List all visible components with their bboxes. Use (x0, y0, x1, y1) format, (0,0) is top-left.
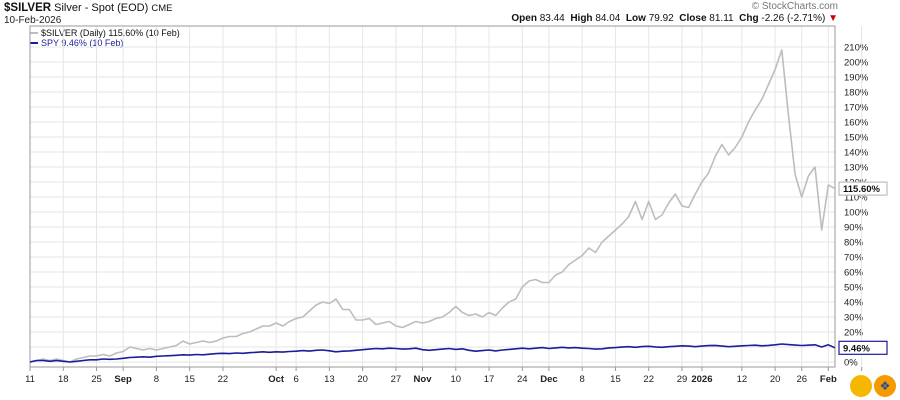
x-tick-label: 10 (450, 374, 461, 385)
brand-text: © StockCharts.com (751, 1, 838, 12)
down-arrow-icon: ▼ (828, 13, 838, 24)
y-tick-label: 50% (844, 283, 864, 294)
last-value-box (838, 181, 888, 196)
y-tick-label: 210% (844, 43, 869, 54)
x-tick-label: 25 (91, 374, 102, 385)
x-tick-label: Nov (414, 374, 433, 385)
last-value-label: 9.46% (843, 343, 870, 354)
close-label: Close (679, 13, 707, 24)
y-tick-label: 160% (844, 118, 869, 129)
x-tick-label: 15 (184, 374, 195, 385)
cart-button[interactable]: ❖ (874, 375, 896, 397)
y-tick-label: 30% (844, 313, 864, 324)
y-tick-label: 140% (844, 148, 869, 159)
high-value: 84.04 (595, 13, 621, 24)
chg-label: Chg (739, 13, 759, 24)
x-tick-label: 20 (770, 374, 781, 385)
chg-value: -2.26 (-2.71%) (761, 13, 826, 24)
x-tick-label: Sep (114, 374, 132, 385)
help-button[interactable] (850, 375, 872, 397)
legend-swatch-silver (30, 32, 38, 34)
exchange: CME (151, 3, 173, 14)
x-tick-label: 8 (154, 374, 159, 385)
x-tick-label: 20 (357, 374, 368, 385)
last-value-label: 115.60% (843, 184, 881, 195)
chart-date: 10-Feb-2026 (4, 15, 62, 26)
y-tick-label: 150% (844, 133, 869, 144)
last-value-tag-spy: 9.46% (838, 340, 888, 355)
series-line-silver (29, 49, 836, 363)
x-tick-label: 22 (643, 374, 654, 385)
legend-label-spy: SPY 9.46% (10 Feb) (41, 38, 124, 48)
y-tick-label: 170% (844, 103, 869, 114)
x-tick-label: Dec (540, 374, 557, 385)
x-tick-label: 22 (218, 374, 229, 385)
y-tick-label: 40% (844, 298, 864, 309)
y-tick-label: 110% (844, 193, 868, 204)
y-tick-label: 190% (844, 73, 869, 84)
x-tick-label: 29 (677, 374, 688, 385)
x-tick-label: 8 (580, 374, 585, 385)
low-label: Low (625, 13, 646, 24)
cart-icon: ❖ (879, 379, 891, 393)
open-value: 83.44 (539, 13, 565, 24)
y-tick-label: 130% (844, 163, 869, 174)
y-tick-label: 180% (844, 88, 869, 99)
ohlc-readout: Open 83.44 High 84.04 Low 79.92 Close 81… (511, 13, 838, 24)
y-tick-label: 200% (844, 58, 869, 69)
chart-header: $SILVER Silver - Spot (EOD) CME 10-Feb-2… (4, 2, 172, 27)
x-tick-label: 6 (293, 374, 298, 385)
x-tick-label: 26 (796, 374, 807, 385)
x-tick-label: 13 (324, 374, 335, 385)
x-tick-label: 2026 (691, 374, 712, 385)
x-tick-label: 12 (737, 374, 748, 385)
low-value: 79.92 (648, 13, 674, 24)
y-tick-label: 80% (844, 238, 864, 249)
series-line-spy (29, 343, 836, 363)
open-label: Open (511, 13, 537, 24)
x-tick-label: Oct (268, 374, 285, 385)
y-tick-label: 20% (844, 328, 864, 339)
plot-frame (29, 25, 836, 368)
brand-watermark: © StockCharts.com (752, 1, 838, 12)
y-tick-label: 90% (844, 223, 864, 234)
last-value-box (838, 340, 888, 355)
x-tick-label: 27 (391, 374, 402, 385)
x-tick-label: 18 (58, 374, 69, 385)
y-tick-label: 70% (844, 253, 864, 264)
x-tick-label: 24 (517, 374, 528, 385)
y-tick-label: 100% (844, 208, 869, 219)
symbol: $SILVER (4, 2, 52, 14)
x-tick-label: 15 (610, 374, 621, 385)
legend-item-silver: $SILVER (Daily) 115.60% (10 Feb) (30, 28, 180, 38)
legend-item-spy: SPY 9.46% (10 Feb) (30, 38, 180, 48)
x-tick-label: Feb (820, 374, 837, 385)
last-value-tag-silver: 115.60% (838, 181, 888, 196)
symbol-name: Silver - Spot (EOD) (54, 2, 149, 14)
close-value: 81.11 (709, 13, 734, 24)
legend: $SILVER (Daily) 115.60% (10 Feb) SPY 9.4… (30, 28, 180, 48)
legend-label-silver: $SILVER (Daily) 115.60% (10 Feb) (41, 28, 180, 38)
legend-swatch-spy (30, 42, 38, 44)
high-label: High (570, 13, 593, 24)
x-tick-label: 17 (484, 374, 495, 385)
x-tick-label: 11 (25, 374, 35, 385)
y-tick-label: 60% (844, 268, 864, 279)
y-tick-label: 0% (844, 358, 858, 369)
